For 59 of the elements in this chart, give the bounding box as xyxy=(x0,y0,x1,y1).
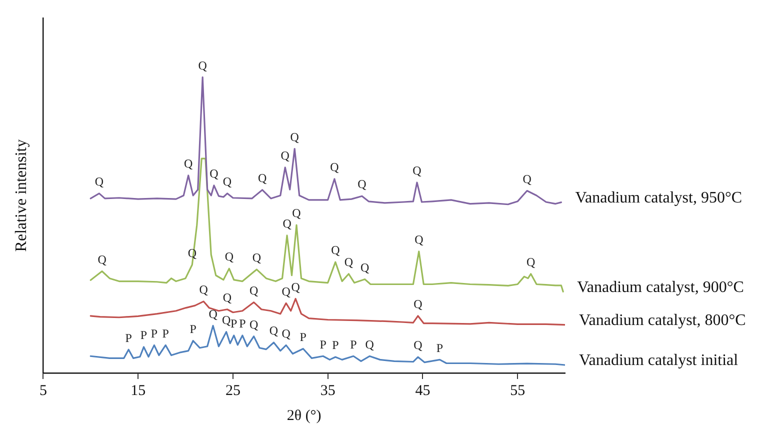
x-tick-label: 15 xyxy=(130,382,146,399)
annotation: Q xyxy=(282,284,291,298)
annotation: Q xyxy=(258,171,268,186)
x-axis-title: 2θ (°) xyxy=(286,408,322,424)
annotation: Q xyxy=(414,338,423,352)
annotation: Q xyxy=(414,297,423,312)
annotation: P xyxy=(125,330,132,345)
annotation: Q xyxy=(280,148,290,163)
annotation: Q xyxy=(208,306,218,321)
annotation: P xyxy=(162,326,170,340)
x-tick-label: 5 xyxy=(39,382,47,399)
annotation: Q xyxy=(282,326,291,340)
annotation: Q xyxy=(522,172,532,186)
annotation: P xyxy=(150,326,158,340)
x-tick-label: 55 xyxy=(510,382,526,399)
annotation: Q xyxy=(269,324,278,338)
annotation: P xyxy=(320,337,327,352)
annotation: Q xyxy=(98,252,107,266)
annotation: P xyxy=(436,340,444,355)
annotation: Q xyxy=(222,174,232,189)
x-tick-label: 25 xyxy=(225,382,240,399)
annotation: Q xyxy=(282,216,292,231)
annotation: Q xyxy=(199,282,208,297)
annotation: P xyxy=(300,330,307,344)
annotation: Q xyxy=(252,250,262,265)
annotation: Q xyxy=(224,250,234,264)
annotation: Q xyxy=(222,290,232,305)
annotation: Q xyxy=(249,317,258,332)
annotation: Q xyxy=(331,243,340,258)
annotation: Q xyxy=(414,232,424,247)
annotation: Q xyxy=(330,160,340,174)
annotation: P xyxy=(190,322,197,336)
annotation: Q xyxy=(365,337,374,352)
annotation: P xyxy=(230,316,238,331)
series-label: Vanadium catalyst initial xyxy=(579,352,739,370)
annotation: Q xyxy=(344,255,354,270)
x-tick-label: 45 xyxy=(415,382,430,399)
annotation: P xyxy=(332,338,340,352)
annotation: P xyxy=(140,328,148,342)
series-label: Vanadium catalyst, 900°C xyxy=(577,278,744,296)
annotation: Q xyxy=(412,164,422,178)
x-tick-label: 35 xyxy=(320,382,336,399)
series-label: Vanadium catalyst, 950°C xyxy=(575,190,742,207)
series-label: Vanadium catalyst, 800°C xyxy=(579,312,746,329)
annotation: Q xyxy=(222,313,231,328)
annotation: Q xyxy=(292,206,302,220)
annotation: Q xyxy=(290,130,300,144)
annotation: Q xyxy=(291,280,300,294)
annotation: Q xyxy=(210,166,219,181)
annotation: P xyxy=(350,337,358,352)
y-axis-title: Relative intensity xyxy=(12,139,30,252)
annotation: Q xyxy=(526,255,536,270)
annotation: Q xyxy=(198,58,208,72)
annotation: Q xyxy=(360,260,370,274)
annotation: P xyxy=(239,316,246,331)
annotation: Q xyxy=(249,283,258,298)
annotation: Q xyxy=(358,177,367,192)
annotation: Q xyxy=(94,174,104,189)
annotation: Q xyxy=(184,156,194,171)
